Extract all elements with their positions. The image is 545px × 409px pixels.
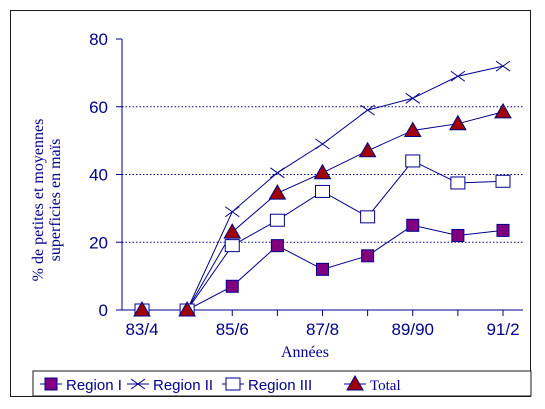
x-tick-label: 85/6 xyxy=(216,320,249,339)
data-point-series-1 xyxy=(316,262,329,276)
data-point-series-3 xyxy=(405,154,421,168)
legend-label-2: Region II xyxy=(153,377,213,394)
legend-marker-1 xyxy=(44,377,58,391)
y-tick-label: 80 xyxy=(89,30,108,49)
data-point-series-1 xyxy=(406,218,420,232)
y-tick-label: 40 xyxy=(89,166,108,185)
data-point-series-3 xyxy=(495,174,511,188)
marker-stroke xyxy=(270,167,285,179)
data-point-series-4 xyxy=(133,300,151,317)
data-point-series-2 xyxy=(270,167,285,179)
data-point-series-1 xyxy=(361,249,375,263)
data-point-series-3 xyxy=(224,239,240,253)
data-point-series-3 xyxy=(360,210,376,224)
data-point-series-4 xyxy=(313,163,332,180)
marker-stroke xyxy=(495,60,511,72)
data-point-series-1 xyxy=(496,223,510,237)
data-point-series-4 xyxy=(403,121,422,137)
y-axis-title-line2: superficies en maïs xyxy=(47,139,64,262)
legend-label-1: Region I xyxy=(66,377,122,394)
data-point-series-3 xyxy=(450,176,466,190)
marker-stroke xyxy=(360,104,375,116)
data-point-series-2 xyxy=(405,92,421,104)
data-point-series-1 xyxy=(451,228,465,242)
data-point-series-4 xyxy=(178,300,196,317)
data-point-series-4 xyxy=(494,102,512,119)
y-tick-label: 60 xyxy=(89,98,108,117)
data-point-series-2 xyxy=(495,60,511,72)
legend-label-4: Total xyxy=(370,378,401,394)
marker-stroke xyxy=(315,138,330,150)
x-tick-label: 83/4 xyxy=(125,320,158,339)
legend-marker-2 xyxy=(130,378,146,390)
data-point-series-4 xyxy=(358,141,377,158)
data-point-series-2 xyxy=(360,104,375,116)
marker-stroke xyxy=(130,378,146,390)
marker-stroke xyxy=(224,206,240,218)
x-tick-label: 89/90 xyxy=(391,320,434,339)
series-line-3 xyxy=(142,160,504,311)
y-tick-label: 20 xyxy=(89,233,108,252)
marker-stroke xyxy=(405,92,421,104)
legend-marker-4 xyxy=(346,374,364,391)
x-axis-title: Années xyxy=(281,344,329,361)
data-point-series-2 xyxy=(315,138,330,150)
data-point-series-4 xyxy=(449,114,467,131)
legend-box xyxy=(32,370,532,397)
data-point-series-3 xyxy=(269,213,285,227)
chart-frame xyxy=(10,10,531,397)
marker-stroke xyxy=(450,70,466,82)
data-point-series-4 xyxy=(223,223,242,239)
data-point-series-1 xyxy=(225,279,239,293)
legend-label-3: Region III xyxy=(248,377,312,394)
x-tick-label: 91/2 xyxy=(486,320,519,339)
data-point-series-2 xyxy=(450,70,466,82)
y-axis-title-line1: % de petites et moyennes xyxy=(30,119,47,282)
x-tick-label: 87/8 xyxy=(306,320,339,339)
legend-marker-3 xyxy=(225,377,241,391)
y-tick-label: 0 xyxy=(99,301,108,320)
data-point-series-1 xyxy=(270,239,284,253)
series-line-4 xyxy=(142,111,504,311)
data-point-series-4 xyxy=(268,184,287,200)
data-point-series-3 xyxy=(315,184,330,198)
data-point-series-2 xyxy=(224,206,240,218)
